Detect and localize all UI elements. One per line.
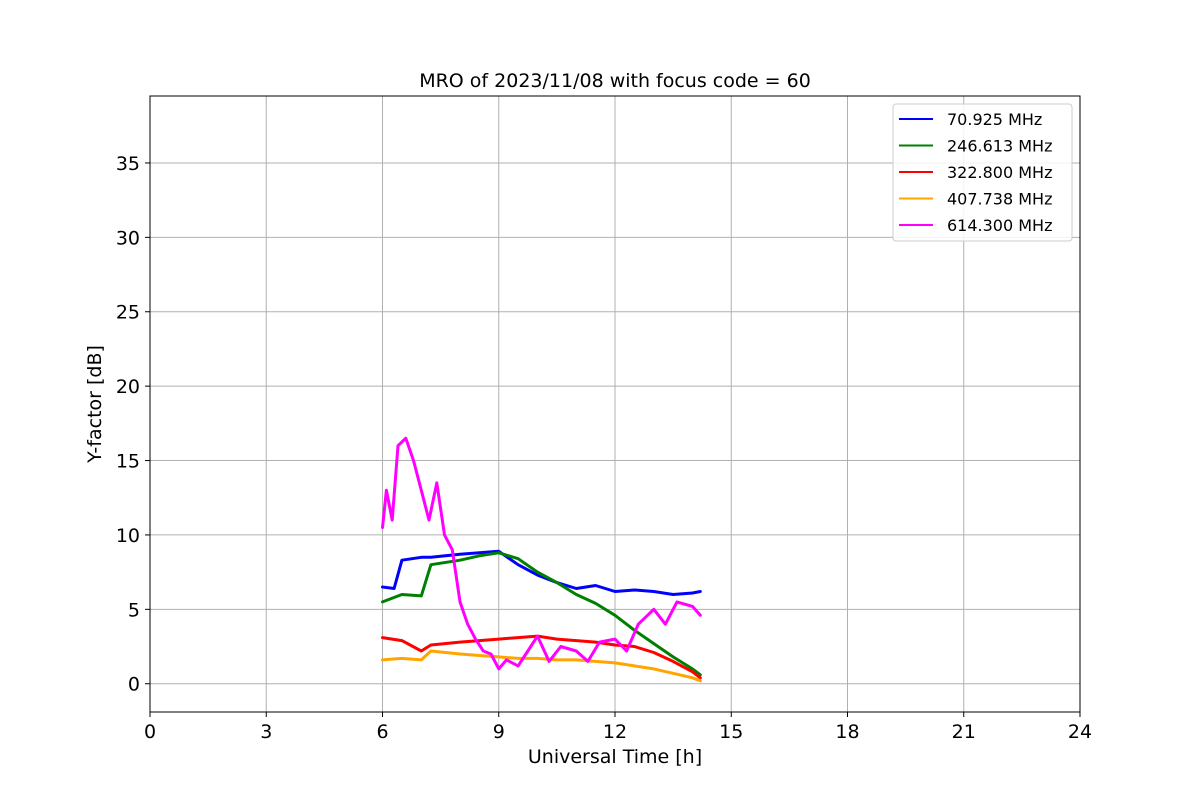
series-line-3	[381, 634, 702, 680]
y-tick-label: 30	[116, 227, 140, 249]
legend-label: 407.738 MHz	[947, 190, 1052, 209]
legend-label: 70.925 MHz	[947, 110, 1042, 129]
y-tick-label: 0	[128, 674, 140, 696]
x-tick-label: 24	[1068, 721, 1092, 743]
axes: 0 3 6 9 12 15 18 21 24 0 5 10 15 20 25 30 35	[116, 153, 1092, 743]
x-tick-label: 6	[376, 721, 388, 743]
y-axis-label: Y-factor [dB]	[84, 345, 106, 464]
y-tick-label: 15	[116, 451, 140, 473]
chart-title: MRO of 2023/11/08 with focus code = 60	[419, 70, 811, 92]
legend-label: 614.300 MHz	[947, 216, 1052, 235]
x-axis-label: Universal Time [h]	[528, 746, 702, 768]
x-tick-label: 21	[952, 721, 976, 743]
x-tick-label: 18	[835, 721, 859, 743]
legend-label: 322.800 MHz	[947, 163, 1052, 182]
x-tick-label: 3	[260, 721, 272, 743]
y-tick-label: 5	[128, 599, 140, 621]
series-layer	[381, 436, 702, 683]
series-line-1	[381, 549, 702, 596]
y-tick-label: 25	[116, 302, 140, 324]
y-tick-label: 20	[116, 376, 140, 398]
legend: 70.925 MHz 246.613 MHz 322.800 MHz 407.738 …	[892, 103, 1073, 242]
x-tick-label: 9	[493, 721, 505, 743]
legend-box	[892, 103, 1073, 242]
series-line-5	[381, 436, 702, 671]
legend-label: 246.613 MHz	[947, 137, 1052, 156]
series-line-2	[381, 551, 702, 677]
y-tick-label: 35	[116, 153, 140, 175]
y-tick-label: 10	[116, 525, 140, 547]
x-tick-label: 12	[603, 721, 627, 743]
x-tick-label: 15	[719, 721, 743, 743]
x-tick-label: 0	[144, 721, 156, 743]
